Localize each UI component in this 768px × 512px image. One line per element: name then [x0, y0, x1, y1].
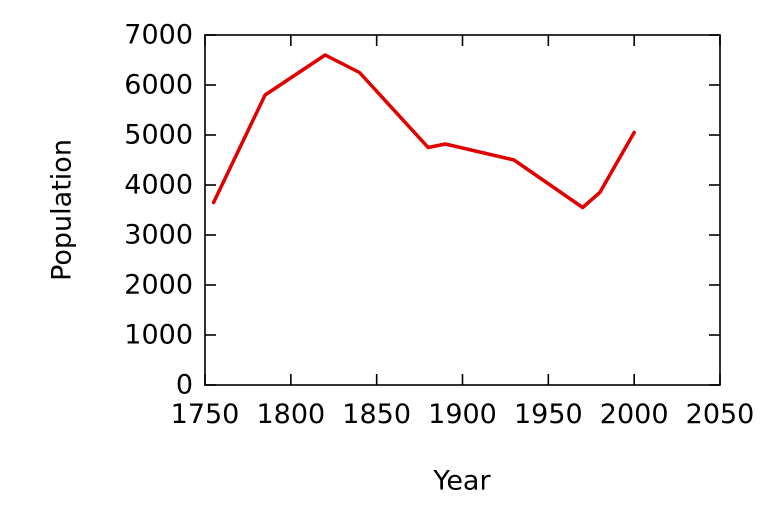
y-tick-label: 1000 [124, 319, 193, 351]
y-tick-label: 6000 [124, 69, 193, 101]
y-tick-label: 2000 [124, 269, 193, 301]
y-tick-label: 3000 [124, 219, 193, 251]
plot-border [204, 34, 721, 386]
series-line-population [211, 53, 636, 210]
y-tick-label: 0 [175, 369, 193, 401]
x-axis-label: Year [433, 465, 491, 497]
y-tick-label: 5000 [124, 119, 193, 151]
y-axis-label: Population [46, 139, 78, 281]
x-tick-label: 2050 [685, 399, 755, 430]
x-tick-label: 1750 [170, 399, 240, 430]
y-tick-label: 4000 [124, 169, 193, 201]
x-tick-label: 1800 [256, 399, 326, 430]
x-tick-label: 1900 [428, 399, 497, 430]
y-tick-label: 7000 [124, 19, 193, 51]
x-tick-label: 1850 [342, 399, 412, 430]
x-tick-label: 2000 [599, 399, 669, 430]
x-tick-label: 1950 [513, 399, 583, 430]
